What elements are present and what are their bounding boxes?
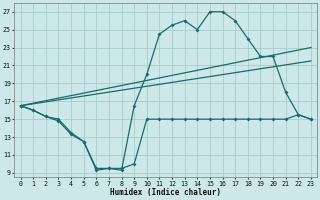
X-axis label: Humidex (Indice chaleur): Humidex (Indice chaleur) [110,188,221,197]
